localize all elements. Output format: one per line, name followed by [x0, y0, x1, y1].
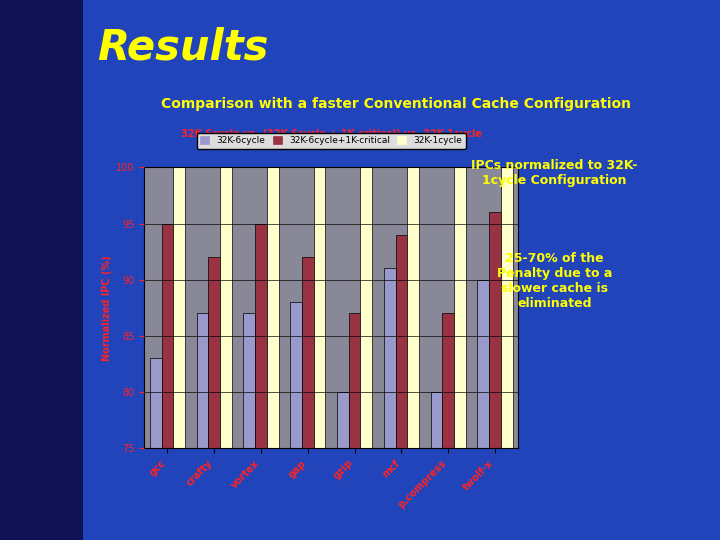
Bar: [161, 224, 174, 540]
Bar: [454, 167, 466, 540]
Bar: [314, 167, 325, 540]
Bar: [408, 167, 419, 540]
Bar: [150, 359, 161, 540]
Y-axis label: Normalized IPC (%): Normalized IPC (%): [102, 255, 112, 361]
Bar: [197, 313, 208, 540]
Bar: [255, 224, 267, 540]
Bar: [361, 167, 372, 540]
Bar: [290, 302, 302, 540]
Bar: [348, 313, 361, 540]
Bar: [220, 167, 232, 540]
Text: 25-70% of the
Penalty due to a
slower cache is
eliminated: 25-70% of the Penalty due to a slower ca…: [497, 252, 612, 310]
Bar: [243, 313, 255, 540]
Bar: [267, 167, 279, 540]
Bar: [395, 235, 408, 540]
Text: Results: Results: [97, 27, 269, 69]
Bar: [489, 212, 501, 540]
Bar: [302, 257, 314, 540]
Bar: [442, 313, 454, 540]
Title: 32K-6cycle vs. (32K-6cycle + 1K-critical) vs. 32K-1cycle: 32K-6cycle vs. (32K-6cycle + 1K-critical…: [181, 129, 482, 139]
Bar: [208, 257, 220, 540]
Bar: [431, 392, 442, 540]
Legend: 32K-6cycle, 32K-6cycle+1K-critical, 32K-1cycle: 32K-6cycle, 32K-6cycle+1K-critical, 32K-…: [197, 133, 466, 149]
Bar: [501, 167, 513, 540]
Text: IPCs normalized to 32K-
1cycle Configuration: IPCs normalized to 32K- 1cycle Configura…: [471, 159, 638, 187]
Bar: [477, 280, 489, 540]
Text: Comparison with a faster Conventional Cache Configuration: Comparison with a faster Conventional Ca…: [161, 97, 631, 111]
Bar: [384, 268, 395, 540]
Bar: [174, 167, 185, 540]
Bar: [337, 392, 348, 540]
